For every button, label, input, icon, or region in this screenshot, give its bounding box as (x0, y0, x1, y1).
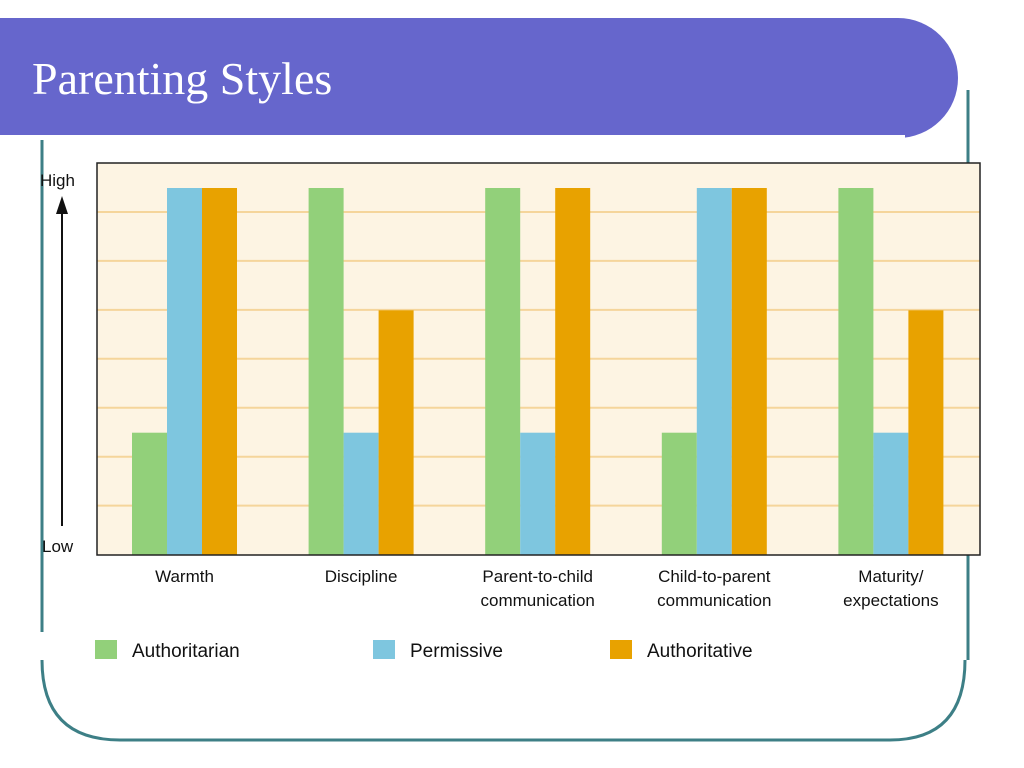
bar-authoritative-0 (202, 188, 237, 555)
category-label-1: Discipline (325, 567, 398, 586)
legend-label-authoritative: Authoritative (647, 641, 753, 662)
y-axis-indicator: High Low (40, 171, 75, 556)
bar-authoritarian-4 (838, 188, 874, 555)
plot-border (96, 162, 981, 556)
bar-authoritarian-1 (308, 188, 344, 555)
legend-label-authoritarian: Authoritarian (132, 641, 240, 662)
bar-authoritarian-0 (132, 432, 167, 555)
legend-swatch-authoritative (610, 640, 632, 659)
legend-label-permissive: Permissive (410, 641, 503, 662)
slide-title: Parenting Styles (32, 53, 333, 104)
bar-authoritative-1 (378, 310, 414, 555)
category-label-2: Parent-to-child communication (481, 567, 595, 610)
bar-permissive-4 (873, 432, 909, 555)
title-underline (0, 135, 905, 139)
y-axis-arrowhead (56, 196, 68, 214)
bar-permissive-1 (343, 432, 379, 555)
legend-swatch-permissive (373, 640, 395, 659)
title-bar (0, 18, 958, 138)
category-label-4: Maturity/expectations (843, 567, 938, 610)
legend-swatch-authoritarian (95, 640, 117, 659)
grid-lines (97, 211, 980, 507)
bar-permissive-2 (520, 432, 556, 555)
bar-authoritarian-3 (661, 432, 697, 555)
legend: Authoritarian Permissive Authoritative (95, 640, 753, 662)
bar-authoritative-2 (555, 188, 591, 555)
bar-permissive-3 (696, 188, 732, 555)
bar-authoritative-3 (731, 188, 767, 555)
bar-permissive-0 (167, 188, 202, 555)
category-labels: Warmth Discipline Parent-to-child communica… (155, 567, 939, 610)
bar-authoritarian-2 (485, 188, 521, 555)
bar-authoritative-4 (908, 310, 944, 555)
y-axis-high-label: High (40, 171, 75, 190)
y-axis-low-label: Low (42, 537, 74, 556)
category-label-3: Child-to-parent communication (657, 567, 771, 610)
bars (132, 188, 944, 555)
category-label-0: Warmth (155, 567, 214, 586)
frame-bottom-curve (40, 659, 967, 742)
